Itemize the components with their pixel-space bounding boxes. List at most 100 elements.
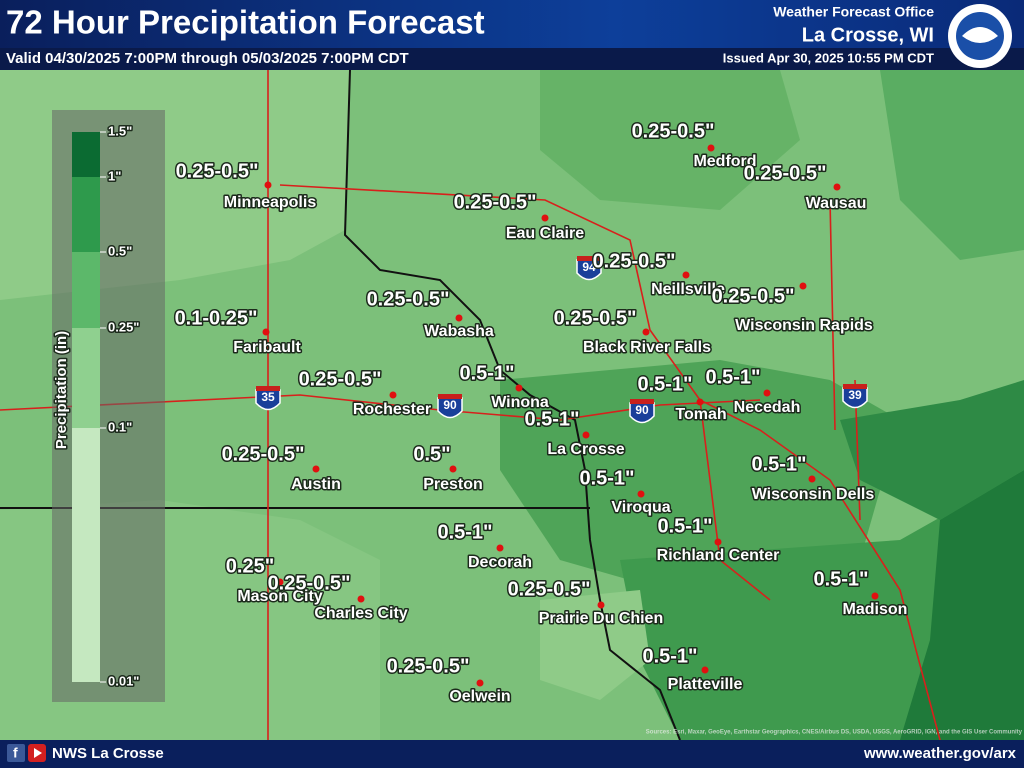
legend-panel: [52, 110, 165, 702]
nws-logo: [962, 27, 998, 43]
highway-number: 39: [848, 388, 862, 402]
precip-amount: 0.5": [413, 443, 450, 465]
city-name: Rochester: [353, 401, 431, 418]
precip-amount: 0.25-0.5": [299, 368, 382, 390]
city-dot: [312, 465, 320, 473]
city-dot: [682, 271, 690, 279]
city-dot: [276, 578, 284, 586]
valid-time: Valid 04/30/2025 7:00PM through 05/03/20…: [6, 50, 409, 67]
precip-area: [540, 590, 650, 700]
precip-amount: 0.25-0.5": [268, 572, 351, 594]
city-name: Charles City: [314, 605, 407, 622]
highway-shield: [577, 256, 601, 261]
city-name: Decorah: [468, 554, 532, 571]
legend-title: Precipitation (in): [53, 331, 70, 449]
precip-amount: 0.5-1": [459, 362, 514, 384]
facebook-icon: f: [13, 745, 18, 761]
city-name: Richland Center: [657, 547, 780, 564]
city-dot: [701, 666, 709, 674]
precip-area: [500, 360, 900, 600]
legend-label: 0.5": [108, 243, 132, 258]
city-name: Oelwein: [449, 688, 510, 705]
precip-amount: 0.25-0.5": [744, 162, 827, 184]
precip-area: [840, 380, 1024, 520]
city-name: Mason City: [237, 588, 322, 605]
facebook-icon[interactable]: [7, 744, 25, 762]
highway-number: 90: [635, 403, 649, 417]
city-dot: [455, 314, 463, 322]
city-name: Eau Claire: [506, 225, 584, 242]
precip-amount: 0.25-0.5": [454, 191, 537, 213]
legend-swatch: [72, 428, 100, 682]
city-name: Prairie Du Chien: [539, 610, 663, 627]
precip-amount: 0.5-1": [813, 568, 868, 590]
city-dot: [696, 398, 704, 406]
city-name: La Crosse: [547, 441, 624, 458]
city-name: Tomah: [675, 406, 726, 423]
footer-bar: [0, 740, 1024, 768]
precip-amount: 0.5-1": [751, 453, 806, 475]
city-name: Black River Falls: [583, 339, 711, 356]
precip-amount: 0.25-0.5": [712, 285, 795, 307]
highway-shield: [256, 386, 280, 391]
precip-amount: 0.5-1": [637, 373, 692, 395]
precip-amount: 0.25-0.5": [176, 160, 259, 182]
highway-shield: [842, 387, 868, 409]
highway-number: 90: [443, 398, 457, 412]
city-dot: [515, 384, 523, 392]
city-dot: [808, 475, 816, 483]
state-border: [343, 69, 681, 741]
city-name: Austin: [291, 476, 341, 493]
precip-amount: 0.25-0.5": [367, 288, 450, 310]
city-name: Madison: [843, 601, 908, 618]
city-dot: [389, 391, 397, 399]
precip-amount: 0.25": [226, 555, 274, 577]
city-name: Wabasha: [424, 323, 494, 340]
city-name: Wausau: [806, 195, 867, 212]
precip-area: [900, 470, 1024, 740]
city-dot: [597, 601, 605, 609]
city-name: Platteville: [668, 676, 743, 693]
legend-swatch: [72, 252, 100, 328]
city-name: Wisconsin Rapids: [735, 317, 873, 334]
highway-shield: [576, 259, 602, 281]
precip-amount: 0.5-1": [524, 408, 579, 430]
highway-shield: [629, 402, 655, 424]
precip-amount: 0.5-1": [705, 366, 760, 388]
precip-amount: 0.1-0.25": [175, 307, 258, 329]
city-name: Neillsville: [651, 281, 725, 298]
title: 72 Hour Precipitation Forecast: [6, 4, 485, 41]
precip-amount: 0.25-0.5": [508, 578, 591, 600]
footer-name: NWS La Crosse: [52, 745, 164, 762]
legend-label: 0.25": [108, 319, 139, 334]
credits: Sources: Esri, Maxar, GeoEye, Earthstar …: [646, 730, 1023, 736]
precip-amount: 0.25-0.5": [593, 250, 676, 272]
youtube-icon: [34, 748, 42, 758]
highway-number: 35: [261, 390, 275, 404]
city-dot: [582, 431, 590, 439]
city-dot: [476, 679, 484, 687]
legend-swatch: [72, 132, 100, 177]
city-dot: [637, 490, 645, 498]
highway-shield: [438, 394, 462, 399]
precip-amount: 0.5-1": [437, 521, 492, 543]
legend-label: 0.01": [108, 673, 139, 688]
city-dot: [449, 465, 457, 473]
city-name: Winona: [491, 394, 549, 411]
highway-shield: [843, 384, 867, 389]
city-name: Medford: [693, 153, 756, 170]
legend-swatch: [72, 328, 100, 428]
precip-amount: 0.25-0.5": [222, 443, 305, 465]
city-dot: [714, 538, 722, 546]
precip-amount: 0.25-0.5": [554, 307, 637, 329]
city-dot: [763, 389, 771, 397]
header-bar: [0, 0, 1024, 48]
footer-url[interactable]: www.weather.gov/arx: [863, 745, 1017, 762]
city-dot: [262, 328, 270, 336]
legend-label: 0.1": [108, 419, 132, 434]
city-dot: [541, 214, 549, 222]
highway-shield: [255, 389, 281, 411]
location: La Crosse, WI: [802, 24, 934, 46]
city-name: Preston: [423, 476, 483, 493]
